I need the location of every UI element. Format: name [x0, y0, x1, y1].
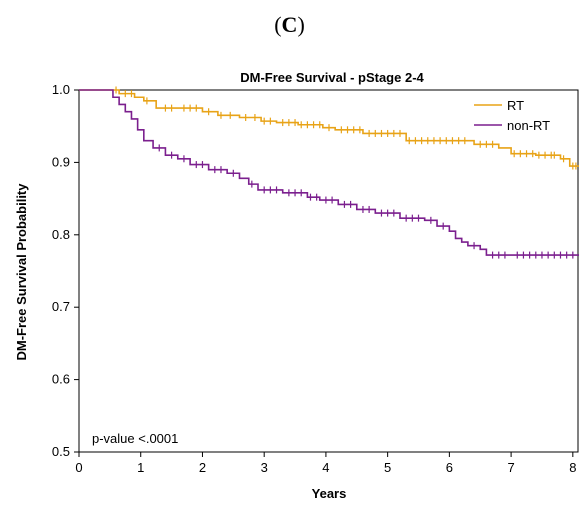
- panel-label-open-paren: (: [274, 12, 282, 37]
- p-value-annotation: p-value <.0001: [92, 431, 178, 446]
- x-tick-label: 8: [569, 460, 576, 475]
- x-tick-label: 4: [322, 460, 329, 475]
- series-non-rt: [79, 89, 579, 259]
- x-tick-label: 1: [137, 460, 144, 475]
- plot-frame: [78, 89, 579, 453]
- panel-label-close-paren: ): [297, 12, 305, 37]
- y-tick-label: 0.8: [52, 227, 70, 242]
- y-tick-label: 1.0: [52, 82, 70, 97]
- y-tick-label: 0.5: [52, 444, 70, 459]
- x-tick-label: 2: [199, 460, 206, 475]
- plot-border: [78, 89, 579, 453]
- x-tick-label: 5: [384, 460, 391, 475]
- x-tick-label: 0: [75, 460, 82, 475]
- x-tick-label: 6: [446, 460, 453, 475]
- series-line-non-rt: [79, 89, 579, 256]
- x-tick-label: 3: [261, 460, 268, 475]
- legend: RT non-RT: [474, 98, 550, 133]
- x-axis-ticks: 0 1 2 3 4 5 6 7 8: [75, 452, 576, 475]
- chart-title: DM-Free Survival - pStage 2-4: [240, 70, 424, 85]
- y-axis-ticks: 0.5 0.6 0.7 0.8 0.9 1.0: [52, 82, 79, 459]
- series-rt: [79, 86, 579, 170]
- legend-label-rt: RT: [507, 98, 524, 113]
- y-axis-title: DM-Free Survival Probability: [14, 183, 29, 361]
- y-tick-label: 0.7: [52, 299, 70, 314]
- series-line-rt: [79, 89, 579, 167]
- legend-label-non-rt: non-RT: [507, 118, 550, 133]
- panel-label: (C): [0, 12, 579, 38]
- y-tick-label: 0.9: [52, 154, 70, 169]
- y-tick-label: 0.6: [52, 372, 70, 387]
- x-tick-label: 7: [507, 460, 514, 475]
- x-axis-title: Years: [312, 486, 347, 501]
- series-layer: [79, 86, 579, 259]
- panel-label-letter: C: [281, 12, 298, 37]
